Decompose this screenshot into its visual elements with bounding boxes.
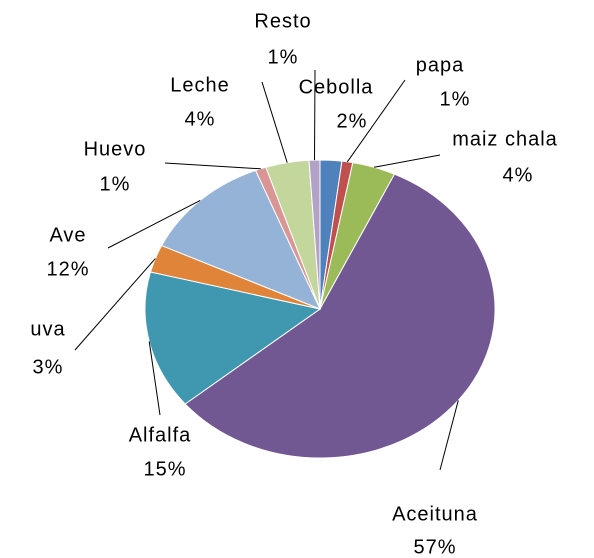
- leader-line: [373, 154, 441, 168]
- leader-line: [439, 400, 459, 471]
- slice-value: 12%: [46, 258, 89, 280]
- leader-line: [346, 79, 406, 163]
- leader-line: [164, 162, 261, 170]
- slice-label: Alfalfa: [129, 424, 192, 446]
- leader-line: [148, 341, 161, 416]
- slice-label: Ave: [49, 224, 86, 246]
- slice-label: Leche: [170, 74, 230, 96]
- slice-label: Huevo: [84, 138, 147, 160]
- slice-label: Resto: [254, 10, 311, 32]
- slice-value: 15%: [143, 458, 186, 480]
- slice-label: Aceituna: [392, 503, 478, 525]
- slice-label: uva: [30, 318, 65, 340]
- slice-value: 57%: [413, 536, 456, 558]
- slice-value: 3%: [33, 356, 64, 378]
- slice-value: 1%: [100, 173, 131, 195]
- slice-value: 1%: [440, 88, 471, 110]
- slice-label: papa: [416, 54, 465, 76]
- pie-slice: [184, 173, 496, 459]
- leader-line: [261, 81, 288, 163]
- leader-line: [107, 199, 201, 249]
- pie-slice: [144, 271, 322, 405]
- slice-value: 1%: [268, 46, 299, 68]
- slice-value: 4%: [185, 108, 216, 130]
- slice-label: maiz chala: [452, 128, 558, 150]
- slice-label: Cebolla: [299, 76, 374, 98]
- leader-line: [74, 258, 156, 351]
- slice-value: 4%: [503, 164, 534, 186]
- slice-value: 2%: [337, 110, 368, 132]
